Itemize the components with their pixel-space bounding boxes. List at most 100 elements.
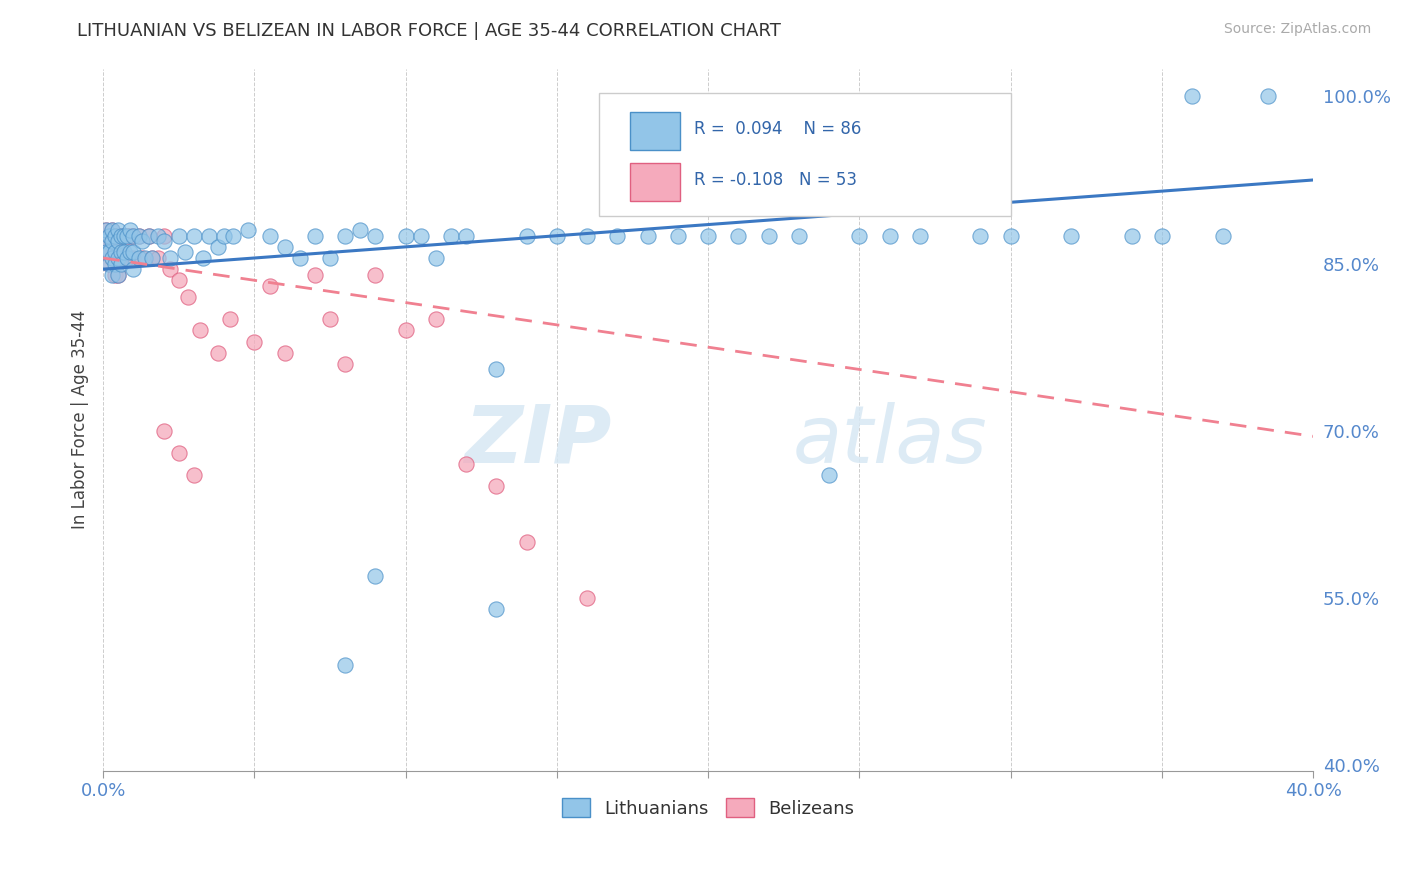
Point: [727, 228, 749, 243]
Point: [606, 228, 628, 243]
Point: [110, 228, 132, 243]
Point: [104, 228, 127, 243]
Point: [101, 234, 124, 248]
Point: [666, 228, 689, 243]
Point: [98, 256, 121, 270]
Point: [120, 245, 142, 260]
Point: [120, 228, 142, 243]
FancyBboxPatch shape: [630, 112, 681, 150]
Point: [485, 362, 508, 376]
Point: [1121, 228, 1143, 243]
Point: [107, 234, 129, 248]
Point: [122, 251, 145, 265]
Point: [120, 251, 142, 265]
Point: [107, 228, 129, 243]
Point: [104, 245, 127, 260]
Point: [516, 228, 538, 243]
Point: [98, 245, 121, 260]
Point: [409, 228, 432, 243]
Point: [112, 245, 135, 260]
Point: [198, 228, 221, 243]
FancyBboxPatch shape: [630, 162, 681, 202]
Point: [637, 228, 659, 243]
Text: R = -0.108   N = 53: R = -0.108 N = 53: [693, 171, 856, 189]
Point: [167, 446, 190, 460]
Point: [1257, 89, 1279, 103]
Point: [1060, 228, 1083, 243]
Point: [110, 256, 132, 270]
Point: [219, 312, 242, 326]
Point: [319, 251, 342, 265]
Point: [879, 228, 901, 243]
Point: [395, 228, 418, 243]
Text: ZIP: ZIP: [464, 401, 612, 480]
Point: [288, 251, 311, 265]
Point: [485, 479, 508, 493]
Point: [131, 234, 153, 248]
Point: [134, 251, 156, 265]
Point: [104, 245, 127, 260]
Point: [101, 268, 124, 282]
Point: [101, 223, 124, 237]
Point: [101, 223, 124, 237]
Point: [107, 223, 129, 237]
Point: [425, 312, 447, 326]
Text: Source: ZipAtlas.com: Source: ZipAtlas.com: [1223, 22, 1371, 37]
Point: [576, 228, 599, 243]
Point: [908, 228, 931, 243]
Point: [138, 228, 160, 243]
Point: [96, 234, 118, 248]
Point: [98, 256, 121, 270]
Point: [117, 228, 139, 243]
Point: [98, 228, 121, 243]
Point: [364, 228, 387, 243]
Point: [117, 228, 139, 243]
Point: [818, 468, 841, 483]
Point: [273, 345, 295, 359]
Point: [141, 251, 163, 265]
Point: [122, 262, 145, 277]
Point: [222, 228, 245, 243]
Point: [104, 268, 127, 282]
Point: [152, 234, 174, 248]
Point: [104, 228, 127, 243]
Point: [1211, 228, 1233, 243]
Point: [259, 278, 281, 293]
Point: [191, 251, 214, 265]
Point: [152, 424, 174, 438]
Point: [456, 457, 478, 471]
Point: [273, 240, 295, 254]
Point: [98, 228, 121, 243]
Text: LITHUANIAN VS BELIZEAN IN LABOR FORCE | AGE 35-44 CORRELATION CHART: LITHUANIAN VS BELIZEAN IN LABOR FORCE | …: [77, 22, 782, 40]
Text: R =  0.094    N = 86: R = 0.094 N = 86: [693, 120, 860, 138]
Point: [259, 228, 281, 243]
Point: [395, 323, 418, 337]
Point: [101, 234, 124, 248]
Point: [96, 234, 118, 248]
Point: [96, 245, 118, 260]
Point: [485, 602, 508, 616]
Point: [152, 228, 174, 243]
Point: [112, 228, 135, 243]
Point: [122, 228, 145, 243]
Point: [122, 228, 145, 243]
Point: [183, 228, 205, 243]
Point: [146, 228, 169, 243]
Point: [304, 268, 326, 282]
Point: [107, 251, 129, 265]
Point: [969, 228, 991, 243]
Point: [159, 262, 181, 277]
Point: [159, 251, 181, 265]
Point: [212, 228, 235, 243]
Point: [177, 290, 200, 304]
Point: [546, 228, 568, 243]
Point: [333, 657, 356, 672]
Point: [101, 251, 124, 265]
Point: [697, 228, 720, 243]
Point: [107, 245, 129, 260]
FancyBboxPatch shape: [599, 93, 1011, 216]
Point: [243, 334, 266, 349]
Point: [146, 251, 169, 265]
Point: [110, 245, 132, 260]
Point: [188, 323, 211, 337]
